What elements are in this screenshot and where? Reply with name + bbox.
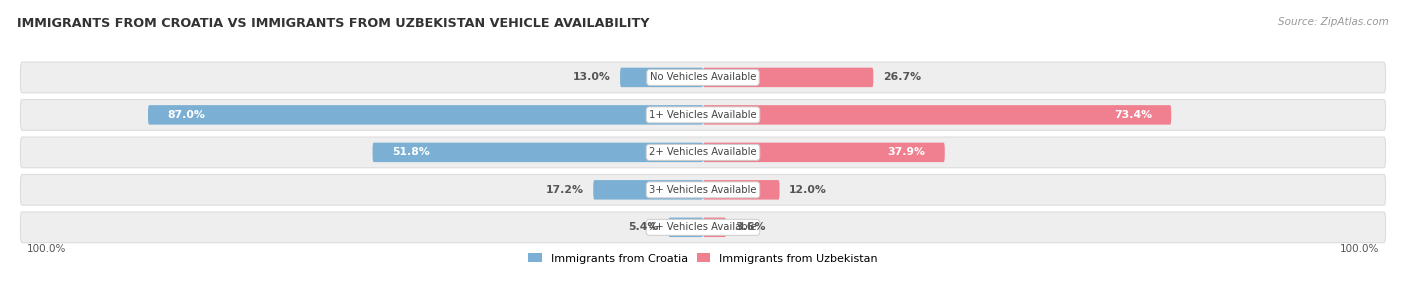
Text: 3.6%: 3.6% — [735, 222, 766, 232]
Text: 100.0%: 100.0% — [27, 244, 66, 254]
FancyBboxPatch shape — [703, 68, 873, 87]
Text: 12.0%: 12.0% — [789, 185, 827, 195]
FancyBboxPatch shape — [703, 218, 725, 237]
FancyBboxPatch shape — [148, 105, 703, 125]
Text: 13.0%: 13.0% — [572, 72, 610, 82]
FancyBboxPatch shape — [669, 218, 703, 237]
Legend: Immigrants from Croatia, Immigrants from Uzbekistan: Immigrants from Croatia, Immigrants from… — [529, 253, 877, 263]
Text: 73.4%: 73.4% — [1114, 110, 1152, 120]
Text: 5.4%: 5.4% — [628, 222, 659, 232]
Text: 3+ Vehicles Available: 3+ Vehicles Available — [650, 185, 756, 195]
Text: 51.8%: 51.8% — [392, 147, 429, 157]
Text: 17.2%: 17.2% — [546, 185, 583, 195]
FancyBboxPatch shape — [703, 105, 1171, 125]
Text: Source: ZipAtlas.com: Source: ZipAtlas.com — [1278, 17, 1389, 27]
Text: 100.0%: 100.0% — [1340, 244, 1379, 254]
Text: IMMIGRANTS FROM CROATIA VS IMMIGRANTS FROM UZBEKISTAN VEHICLE AVAILABILITY: IMMIGRANTS FROM CROATIA VS IMMIGRANTS FR… — [17, 17, 650, 30]
FancyBboxPatch shape — [373, 143, 703, 162]
FancyBboxPatch shape — [21, 100, 1385, 130]
FancyBboxPatch shape — [703, 143, 945, 162]
Text: 2+ Vehicles Available: 2+ Vehicles Available — [650, 147, 756, 157]
Text: 1+ Vehicles Available: 1+ Vehicles Available — [650, 110, 756, 120]
FancyBboxPatch shape — [620, 68, 703, 87]
FancyBboxPatch shape — [21, 212, 1385, 243]
Text: 87.0%: 87.0% — [167, 110, 205, 120]
FancyBboxPatch shape — [21, 62, 1385, 93]
Text: 4+ Vehicles Available: 4+ Vehicles Available — [650, 222, 756, 232]
FancyBboxPatch shape — [21, 137, 1385, 168]
FancyBboxPatch shape — [593, 180, 703, 200]
Text: 37.9%: 37.9% — [887, 147, 925, 157]
Text: No Vehicles Available: No Vehicles Available — [650, 72, 756, 82]
FancyBboxPatch shape — [21, 174, 1385, 205]
Text: 26.7%: 26.7% — [883, 72, 921, 82]
FancyBboxPatch shape — [703, 180, 779, 200]
